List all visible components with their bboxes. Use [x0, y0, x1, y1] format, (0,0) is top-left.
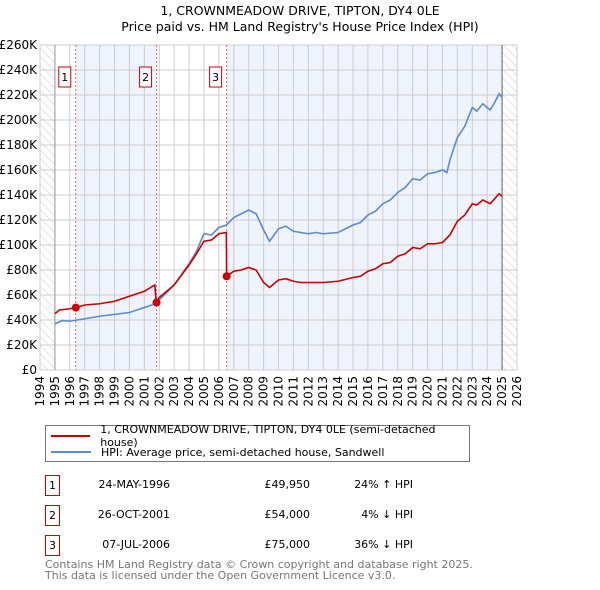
x-tick-label: 2005: [197, 376, 211, 407]
sale-date: 26-OCT-2001: [97, 508, 170, 521]
y-tick-label: £20K: [6, 338, 38, 352]
y-tick-label: £120K: [0, 213, 38, 227]
sale-price: £49,950: [264, 478, 311, 491]
x-tick-label: 2021: [435, 376, 449, 407]
sale-point: [71, 303, 80, 312]
y-tick-label: £180K: [0, 138, 38, 152]
x-tick-label: 1994: [33, 376, 47, 407]
sale-price: £75,000: [264, 538, 311, 551]
legend-item-hpi: HPI: Average price, semi-detached house,…: [51, 445, 384, 459]
x-tick-label: 2004: [182, 376, 196, 407]
y-tick-label: £0: [22, 363, 37, 377]
sale-label: 2: [142, 71, 149, 84]
sale-date: 07-JUL-2006: [102, 538, 170, 551]
x-tick-label: 2022: [450, 376, 464, 407]
sale-row: 1 24-MAY-1996 £49,950 24% ↑ HPI: [45, 475, 465, 496]
x-tick-label: 2025: [495, 376, 509, 407]
no-data-hatch: [502, 45, 517, 370]
x-tick-label: 2008: [242, 376, 256, 407]
x-tick-label: 2012: [301, 376, 315, 407]
x-tick-label: 2002: [152, 376, 166, 407]
y-tick-label: £60K: [6, 288, 38, 302]
footer-licence: This data is licensed under the Open Gov…: [45, 569, 396, 582]
x-tick-label: 2011: [286, 376, 300, 407]
x-tick-label: 2024: [480, 376, 494, 407]
sale-date: 24-MAY-1996: [98, 478, 170, 491]
hpi-line: [54, 92, 503, 325]
sale-label: 3: [212, 71, 219, 84]
sale-marker-badge: 3: [45, 535, 60, 556]
y-tick-label: £220K: [0, 88, 38, 102]
y-tick-label: £160K: [0, 163, 38, 177]
x-tick-label: 2018: [391, 376, 405, 407]
sale-label-box: [58, 66, 72, 88]
sale-marker-badge: 2: [45, 505, 60, 526]
legend: 1, CROWNMEADOW DRIVE, TIPTON, DY4 0LE (s…: [45, 423, 470, 462]
property-price-line: [54, 192, 503, 315]
x-tick-label: 1998: [93, 376, 107, 407]
no-data-hatch: [40, 45, 55, 370]
x-tick-label: 2023: [465, 376, 479, 407]
ownership-shade: [75, 45, 157, 370]
y-tick-label: £100K: [0, 238, 38, 252]
sale-marker-badge: 1: [45, 475, 60, 496]
legend-swatch-red: [51, 435, 91, 437]
x-tick-label: 2003: [167, 376, 181, 407]
x-tick-label: 2000: [122, 376, 136, 407]
y-tick-label: £80K: [6, 263, 38, 277]
x-tick-label: 1996: [63, 376, 77, 407]
x-tick-label: 2010: [272, 376, 286, 407]
legend-swatch-blue: [51, 451, 91, 453]
sale-row: 3 07-JUL-2006 £75,000 36% ↓ HPI: [45, 535, 465, 556]
sale-row: 2 26-OCT-2001 £54,000 4% ↓ HPI: [45, 505, 465, 526]
sale-label-box: [209, 66, 223, 88]
x-tick-label: 1997: [78, 376, 92, 407]
x-tick-label: 2019: [406, 376, 420, 407]
x-tick-label: 1995: [48, 376, 62, 407]
x-tick-label: 2026: [510, 376, 524, 407]
footer: Contains HM Land Registry data © Crown c…: [45, 559, 473, 581]
legend-label: HPI: Average price, semi-detached house,…: [101, 445, 385, 459]
x-tick-label: 2001: [137, 376, 151, 407]
y-tick-label: £260K: [0, 38, 38, 52]
x-tick-label: 2016: [361, 376, 375, 407]
price-chart: 1994 1995 1996 1997 1998 1999 2000 2001 2002 2003…: [0, 38, 524, 407]
footer-copyright: Contains HM Land Registry data © Crown c…: [45, 558, 473, 571]
x-tick-label: 2014: [331, 376, 345, 407]
x-tick-label: 2007: [227, 376, 241, 407]
x-tick-label: 2006: [212, 376, 226, 407]
y-tick-label: £40K: [6, 313, 38, 327]
chart-title: 1, CROWNMEADOW DRIVE, TIPTON, DY4 0LE: [160, 3, 440, 18]
x-tick-label: 2017: [376, 376, 390, 407]
sale-point: [152, 298, 161, 307]
x-tick-label: 2020: [421, 376, 435, 407]
x-tick-label: 2013: [316, 376, 330, 407]
x-tick-label: 2015: [346, 376, 360, 407]
x-tick-label: 2009: [257, 376, 271, 407]
legend-label: 1, CROWNMEADOW DRIVE, TIPTON, DY4 0LE (s…: [100, 423, 436, 449]
sale-price: £54,000: [264, 508, 311, 521]
sale-label-box: [139, 66, 153, 88]
y-tick-label: £140K: [0, 188, 38, 202]
chart-subtitle: Price paid vs. HM Land Registry's House …: [121, 19, 479, 34]
y-tick-label: £200K: [0, 113, 38, 127]
sale-hpi-diff: 36% ↓ HPI: [354, 538, 413, 551]
y-tick-label: £240K: [0, 63, 38, 77]
sale-point: [222, 272, 231, 281]
sale-hpi-diff: 4% ↓ HPI: [361, 508, 413, 521]
sale-label: 1: [61, 71, 68, 84]
x-tick-label: 1999: [108, 376, 122, 407]
sale-hpi-diff: 24% ↑ HPI: [354, 478, 413, 491]
legend-item-property: 1, CROWNMEADOW DRIVE, TIPTON, DY4 0LE (s…: [51, 423, 469, 449]
ownership-shade: [226, 45, 503, 370]
